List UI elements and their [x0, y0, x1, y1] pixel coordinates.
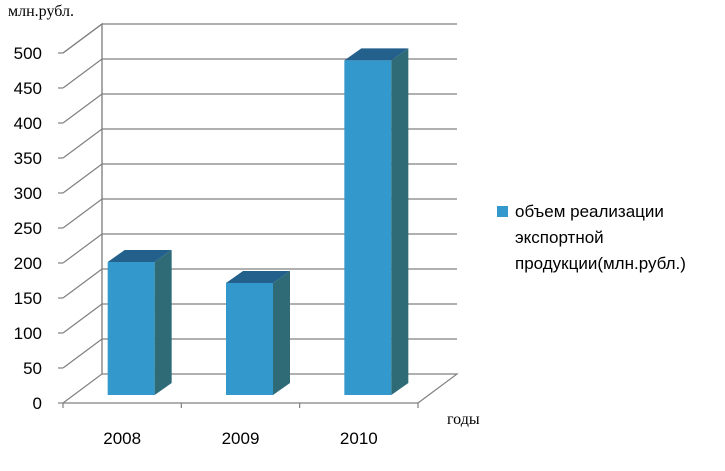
- bar-top: [107, 250, 172, 262]
- gridline-side: [62, 233, 103, 264]
- legend-swatch: [497, 206, 508, 217]
- gridline-side: [62, 268, 103, 299]
- gridline-side: [62, 338, 103, 369]
- x-axis-ticks: 2008 2009 2010: [62, 403, 419, 448]
- y-axis-title: млн.рубл.: [8, 3, 74, 20]
- x-axis-title: годы: [447, 411, 480, 428]
- y-tick-label: 0: [33, 394, 42, 413]
- bar-top: [226, 271, 290, 283]
- gridline-side: [62, 93, 103, 124]
- bar: [226, 271, 290, 395]
- bar-front: [226, 283, 273, 395]
- bar-front: [344, 60, 392, 396]
- gridline-side: [62, 303, 103, 334]
- gridline-side: [62, 198, 103, 229]
- gridline-side: [62, 58, 103, 89]
- gridline-side: [62, 23, 103, 54]
- bar: [344, 48, 409, 396]
- gridline-side: [62, 128, 103, 159]
- y-tick-label: 400: [14, 114, 42, 133]
- gridline-side: [62, 163, 103, 194]
- y-tick-label: 500: [14, 44, 42, 63]
- bar-side: [273, 271, 290, 395]
- y-tick-label: 300: [14, 184, 42, 203]
- y-tick-label: 350: [14, 149, 42, 168]
- y-tick-label: 450: [14, 79, 42, 98]
- x-tick-label: 2009: [222, 429, 260, 448]
- bar-side: [154, 250, 172, 395]
- legend-label: объем реализации экспортной продукции(мл…: [515, 202, 686, 273]
- x-tick-label: 2010: [340, 429, 378, 448]
- bars: [107, 48, 409, 396]
- bar: [107, 250, 172, 395]
- y-tick-label: 150: [14, 289, 42, 308]
- y-tick-label: 100: [14, 324, 42, 343]
- y-tick-label: 250: [14, 219, 42, 238]
- bar-front: [107, 262, 155, 395]
- bar-side: [391, 48, 409, 396]
- x-tick-label: 2008: [103, 429, 141, 448]
- y-axis-ticks: 0 50 100 150 200 250 300 350 400 450 500: [14, 44, 63, 413]
- legend: объем реализации экспортной продукции(мл…: [497, 199, 722, 277]
- bar-top: [344, 48, 409, 61]
- y-tick-label: 200: [14, 254, 42, 273]
- y-tick-label: 50: [23, 359, 42, 378]
